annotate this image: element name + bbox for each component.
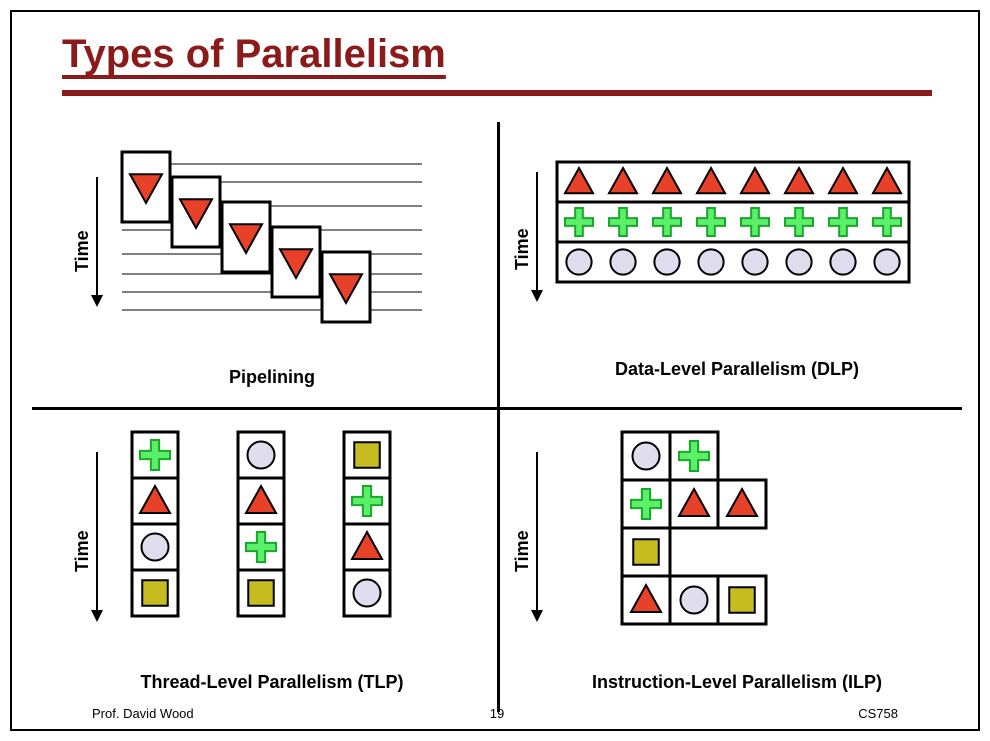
panel-label: Thread-Level Parallelism (TLP) <box>72 672 472 693</box>
footer-center: 19 <box>12 706 982 721</box>
panel-dlp: Time Data-Level Parallelism (DLP) <box>512 142 962 392</box>
footer-right: CS758 <box>858 706 898 721</box>
tlp-diagram <box>132 432 472 652</box>
time-arrow-icon <box>90 452 104 627</box>
slide: Types of Parallelism Time Pipelining Tim… <box>10 10 980 731</box>
panel-label: Instruction-Level Parallelism (ILP) <box>512 672 962 693</box>
time-arrow-icon <box>90 177 104 312</box>
ilp-diagram <box>622 432 882 652</box>
panel-pipelining: Time Pipelining <box>72 142 472 392</box>
panel-tlp: Time Thread-Level Parallelism (TLP) <box>72 422 472 712</box>
quadrant-divider-vertical <box>497 122 500 712</box>
time-arrow-icon <box>530 452 544 627</box>
panel-ilp: Time Instruction-Level Parallelism (ILP) <box>512 422 962 712</box>
time-arrow-icon <box>530 172 544 307</box>
title-rule <box>62 90 932 96</box>
pipelining-diagram <box>122 152 462 342</box>
slide-title: Types of Parallelism <box>62 32 446 77</box>
panel-label: Data-Level Parallelism (DLP) <box>512 359 962 380</box>
quadrant-divider-horizontal <box>32 407 962 410</box>
dlp-diagram <box>557 162 957 322</box>
panel-label: Pipelining <box>72 367 472 388</box>
